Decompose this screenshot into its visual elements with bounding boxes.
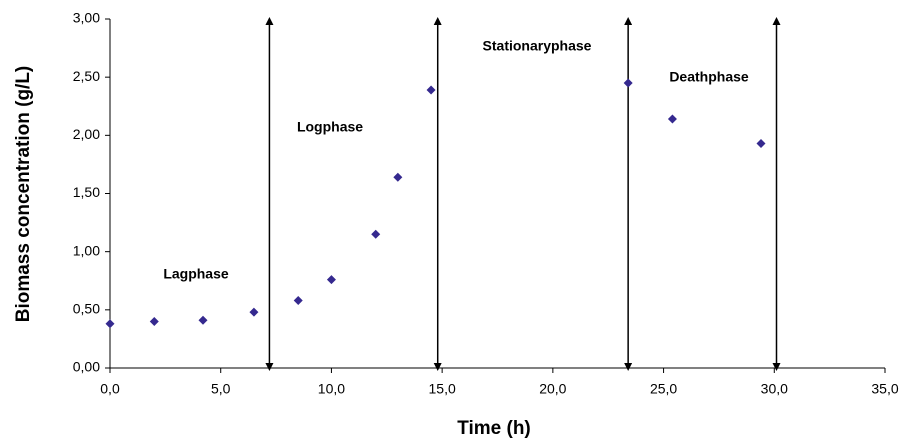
x-tick-label: 30,0	[761, 381, 788, 397]
data-point	[667, 114, 677, 124]
data-point	[623, 78, 633, 88]
phase-label: Deathphase	[669, 69, 749, 85]
y-tick-label: 1,50	[73, 184, 100, 200]
y-tick-label: 0,50	[73, 301, 100, 317]
data-point	[326, 275, 336, 285]
data-point	[371, 229, 381, 239]
data-point	[105, 319, 115, 329]
x-tick-label: 5,0	[211, 381, 231, 397]
y-tick-label: 2,00	[73, 126, 100, 142]
x-tick-label: 35,0	[871, 381, 898, 397]
x-tick-label: 25,0	[650, 381, 677, 397]
y-tick-label: 0,00	[73, 359, 100, 375]
phase-label: Logphase	[297, 119, 363, 135]
x-tick-label: 0,0	[100, 381, 120, 397]
y-axis-title: Biomass concentration (g/L)	[13, 66, 34, 323]
data-point	[756, 138, 766, 148]
y-tick-label: 2,50	[73, 68, 100, 84]
y-tick-label: 1,00	[73, 242, 100, 258]
x-tick-label: 10,0	[318, 381, 345, 397]
data-point	[426, 85, 436, 95]
data-point	[393, 172, 403, 182]
x-axis-title: Time (h)	[457, 418, 531, 439]
phase-label: Lagphase	[163, 266, 229, 282]
y-tick-label: 3,00	[73, 10, 100, 26]
data-point	[293, 296, 303, 306]
data-point	[198, 315, 208, 325]
phase-label: Stationaryphase	[483, 38, 592, 54]
data-point	[149, 316, 159, 326]
data-point	[249, 307, 259, 317]
x-tick-label: 15,0	[429, 381, 456, 397]
x-tick-label: 20,0	[539, 381, 566, 397]
